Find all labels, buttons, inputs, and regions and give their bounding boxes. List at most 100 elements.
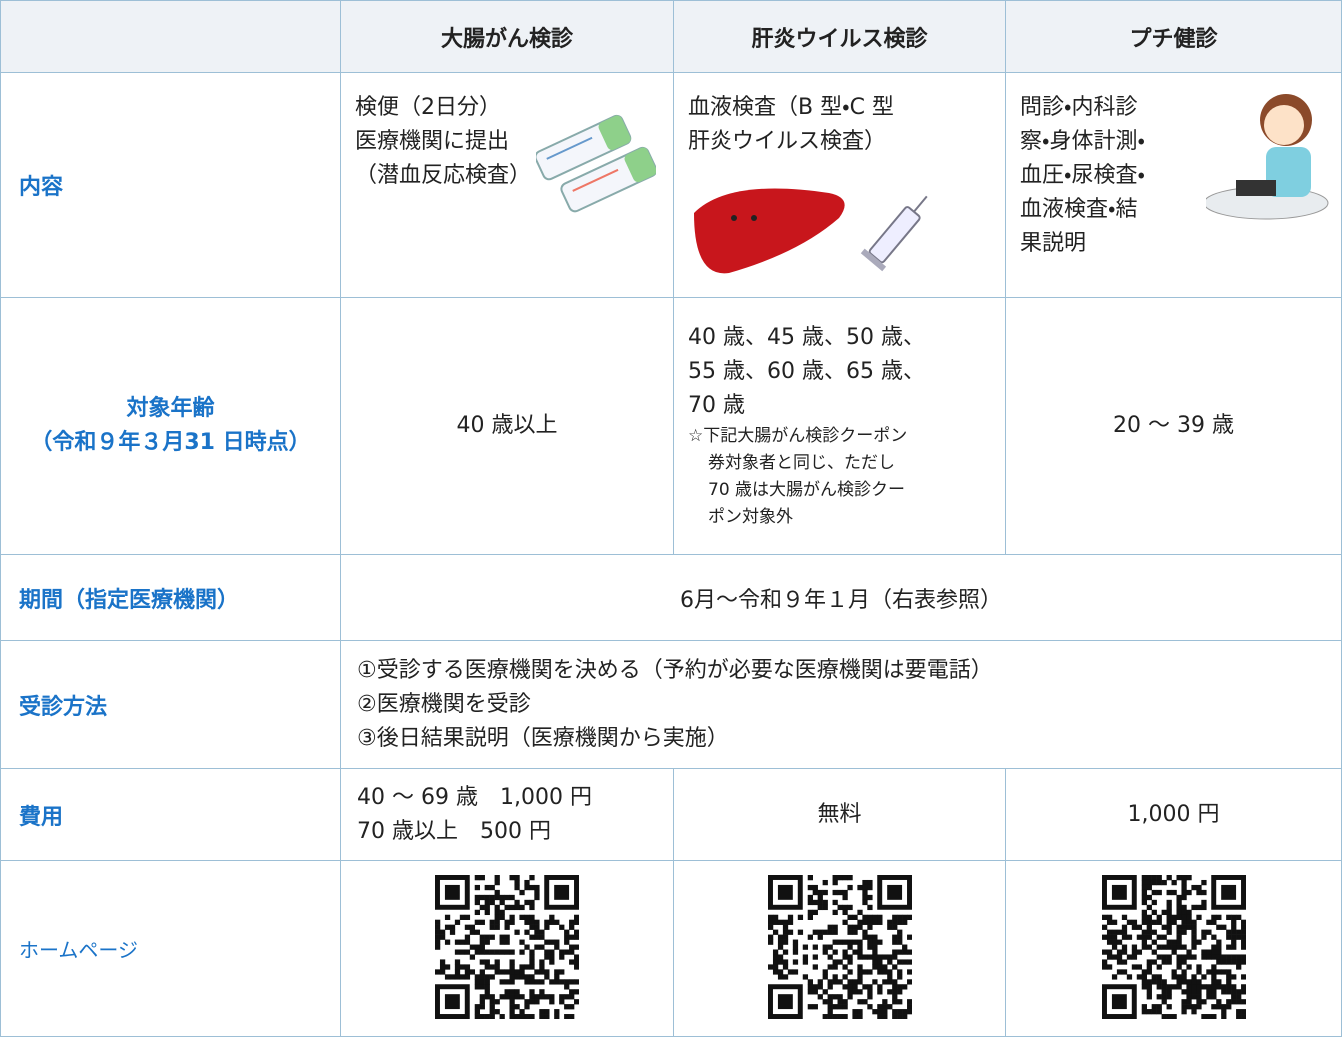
qr-module [817,978,823,985]
qr-module [509,963,515,970]
qr-module [529,924,535,930]
qr-module [1175,953,1182,960]
qr-module [1156,944,1162,950]
qr-module [812,944,818,950]
qr-module [891,953,897,960]
qr-module [474,909,480,915]
qr-module [1210,978,1217,985]
qr-module [489,1013,495,1019]
qr-module [499,894,505,900]
qr-module [1146,983,1152,990]
qr-module [1156,1003,1162,1009]
qr-module [866,919,873,925]
qr-module [1180,874,1187,880]
qr-module [866,939,873,945]
qr-module [1131,919,1137,925]
qr-code[interactable] [435,874,580,1019]
qr-module [494,909,500,915]
qr-module [787,929,793,935]
qr-module [901,958,907,965]
qr-module [514,904,520,910]
qr-module [772,929,778,935]
qr-module [1101,934,1107,940]
qr-module [1175,894,1182,900]
qr-module [1210,934,1217,940]
qr-module [1220,924,1226,930]
qr-module [1175,983,1182,990]
qr-module [837,939,843,945]
qr-module [1175,944,1182,950]
qr-module [509,894,515,900]
qr-module [569,978,575,985]
qr-module [519,968,525,975]
qr-module [1220,1013,1226,1019]
qr-module [504,993,510,999]
qr-module [841,1003,848,1009]
qr-module [1215,924,1221,930]
qr-module [524,914,530,920]
qr-module [812,988,818,994]
cost-row: 費用 40 ～ 69 歳 1,000 円 70 歳以上 500 円 無料 1,00… [0,768,1342,861]
qr-module [544,939,550,945]
qr-module [1141,874,1147,880]
qr-module [529,958,535,965]
qr-module [1166,944,1172,950]
qr-module [509,988,515,994]
qr-module [1151,1008,1157,1014]
qr-module [435,929,441,935]
qr-module [524,1003,530,1009]
qr-module [519,904,525,910]
qr-module [539,968,545,975]
doctor-illustration [1206,94,1329,220]
qr-module [1225,998,1231,1004]
qr-module [519,948,525,955]
qr-module [837,958,843,965]
qr-module [1180,944,1187,950]
qr-module [827,963,833,970]
qr-module [539,988,545,994]
qr-module [519,889,525,895]
qr-module [534,924,540,930]
qr-module [1190,973,1197,980]
qr-module [846,929,853,935]
qr-module [1111,934,1117,940]
header-empty [0,0,341,73]
qr-module [856,884,863,890]
qr-module [792,958,798,965]
qr-code[interactable] [767,874,912,1019]
qr-module [777,944,783,950]
qr-module [772,958,778,965]
qr-module [1111,884,1127,900]
row-label: 対象年齢 （令和９年３月31 日時点） [0,297,341,555]
qr-module [484,978,490,985]
qr-module [1171,973,1177,980]
qr-module [554,919,560,925]
qr-module [1230,914,1236,920]
qr-module [1230,939,1236,945]
qr-module [1146,894,1152,900]
qr-module [1235,953,1241,960]
qr-module [817,904,823,910]
qr-module [1240,1008,1246,1014]
qr-module [1235,958,1241,965]
qr-module [846,988,853,994]
qr-module [871,1008,878,1014]
text-line: ポン対象外 [708,507,793,527]
qr-module [837,978,843,985]
qr-module [1171,944,1177,950]
qr-module [1220,958,1226,965]
qr-module [896,919,902,925]
qr-module [569,944,575,950]
qr-module [474,899,480,905]
qr-module [807,894,813,900]
qr-module [767,919,773,925]
qr-module [1136,973,1142,980]
qr-code[interactable] [1101,874,1246,1019]
qr-module [544,953,550,960]
qr-module [1220,953,1226,960]
qr-module [856,1013,863,1019]
qr-module [1210,983,1217,990]
qr-module [886,958,892,965]
qr-module [1106,963,1112,970]
qr-module [896,968,902,975]
